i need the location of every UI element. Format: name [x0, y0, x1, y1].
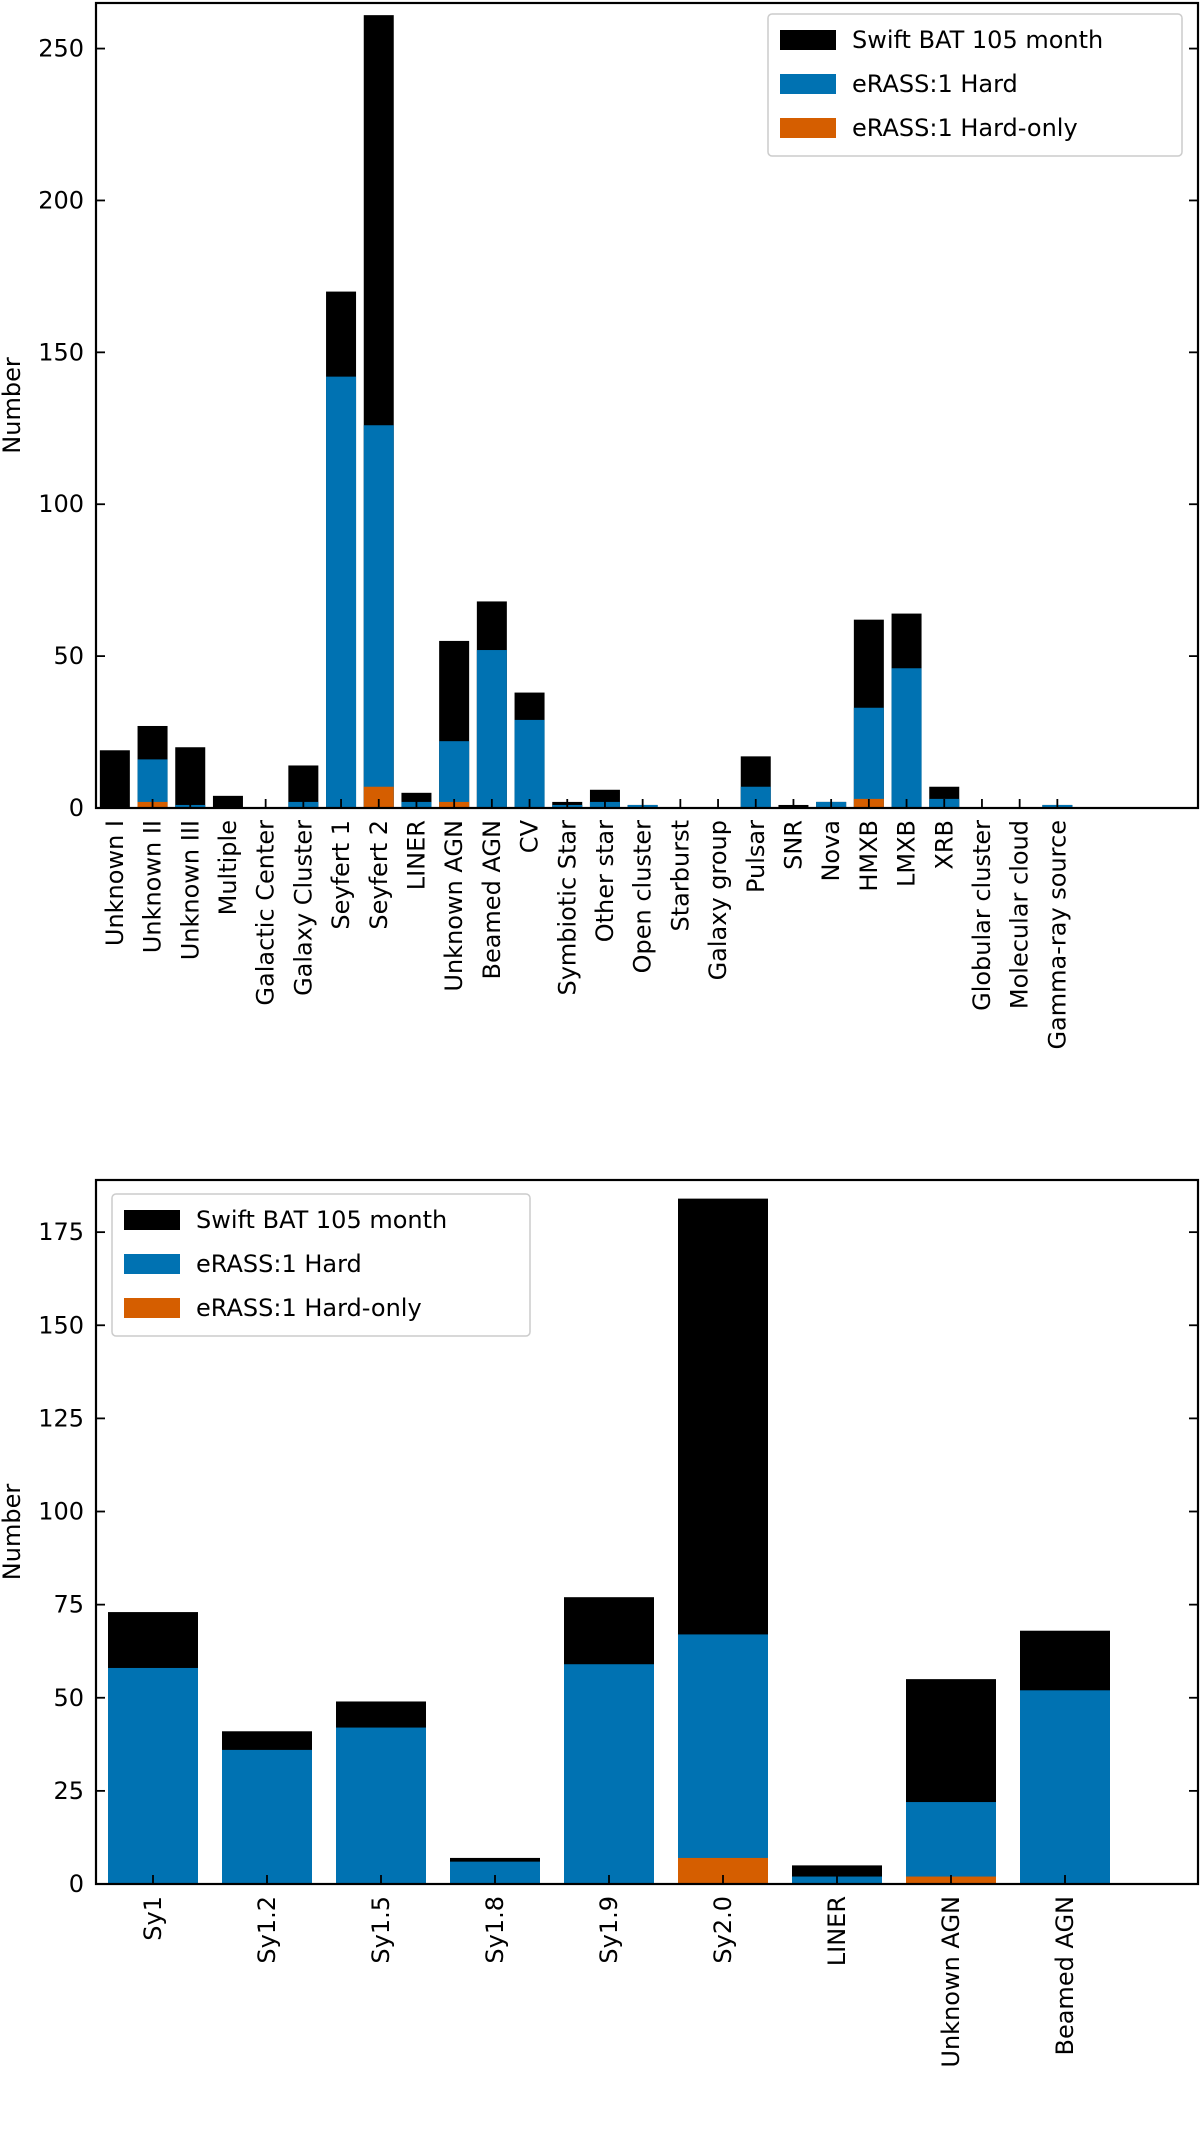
top-bar-erass-1-hard-20 [853, 707, 884, 808]
top-xtick-label-2: Unknown III [176, 820, 204, 960]
top-xtick-label-22: XRB [930, 820, 958, 870]
bottom-ytick-label-4: 100 [38, 1498, 84, 1526]
bottom-ylabel: Number [0, 1484, 26, 1581]
top-xtick-label-20: HMXB [855, 820, 883, 892]
top-xtick-label-16: Galaxy group [704, 820, 732, 980]
bottom-legend-swatch-0 [124, 1210, 180, 1230]
top-bar-erass-1-hard-17 [740, 786, 771, 808]
bottom-legend-label-1: eRASS:1 Hard [196, 1250, 362, 1278]
bottom-bar-erass-1-hard-7 [906, 1802, 996, 1884]
top-legend-swatch-0 [780, 30, 836, 50]
top-ytick-label-5: 250 [38, 35, 84, 63]
bottom-plot-frame [94, 1178, 1200, 1886]
top-bar-erass-1-hard-21 [891, 668, 922, 808]
top-xtick-label-9: Unknown AGN [440, 820, 468, 992]
top-ytick-label-4: 200 [38, 186, 84, 214]
bottom-ytick-label-5: 125 [38, 1404, 84, 1432]
top-legend-label-1: eRASS:1 Hard [852, 70, 1018, 98]
bottom-legend-swatch-2 [124, 1298, 180, 1318]
bottom-ytick-label-7: 175 [38, 1218, 84, 1246]
chart-object-types: 0 50 100 150 200 250 Number Unknown I Unknown II… [0, 1, 1200, 1050]
bottom-legend [111, 1193, 531, 1337]
top-xtick-label-23: Globular cluster [968, 820, 996, 1011]
top-xtick-label-18: SNR [779, 820, 807, 870]
top-legend-swatch-2 [780, 118, 836, 138]
top-xtick-label-3: Multiple [214, 820, 242, 915]
bottom-bar-erass-1-hard-5 [678, 1634, 768, 1884]
bottom-xtick-label-3: Sy1.8 [481, 1896, 509, 1964]
top-bar-erass-1-hard-9 [439, 741, 470, 808]
chart-agn-subtypes: 0 25 50 75 100 125 150 175 Number Sy1 Sy1.2 Sy1.5 Sy… [0, 1178, 1200, 2068]
top-xtick-label-21: LMXB [893, 820, 921, 887]
top-legend [767, 13, 1183, 157]
top-bar-erass-1-hard-10 [476, 650, 507, 808]
bottom-xtick-label-2: Sy1.5 [367, 1896, 395, 1964]
top-plot-frame [94, 1, 1200, 810]
bottom-legend-label-2: eRASS:1 Hard-only [196, 1294, 422, 1322]
top-legend-label-2: eRASS:1 Hard-only [852, 114, 1078, 142]
bottom-xtick-label-7: Unknown AGN [937, 1896, 965, 2068]
bottom-bar-erass-1-hard-1 [222, 1749, 312, 1884]
top-xtick-label-17: Pulsar [742, 820, 770, 893]
bottom-xtick-label-0: Sy1 [139, 1896, 167, 1941]
top-xtick-label-5: Galaxy Cluster [289, 820, 317, 996]
top-xtick-label-15: Starburst [666, 820, 694, 931]
top-legend-swatch-1 [780, 74, 836, 94]
bottom-bar-erass-1-hard-3 [450, 1861, 540, 1884]
top-xtick-label-10: Beamed AGN [478, 820, 506, 980]
top-xtick-label-13: Other star [591, 820, 619, 942]
top-ytick-label-0: 0 [69, 794, 84, 822]
bottom-bar-erass-1-hard-4 [564, 1664, 654, 1884]
top-ytick-label-2: 100 [38, 490, 84, 518]
top-xtick-label-14: Open cluster [629, 820, 657, 973]
top-xtick-label-4: Galactic Center [252, 820, 280, 1006]
top-xtick-label-19: Nova [817, 820, 845, 882]
bottom-bar-erass-1-hard-8 [1020, 1690, 1110, 1884]
top-xtick-label-12: Symbiotic Star [553, 820, 581, 996]
bottom-xtick-label-6: LINER [823, 1896, 851, 1966]
bottom-ytick-label-1: 25 [53, 1777, 84, 1805]
top-bar-erass-1-hard-11 [514, 719, 545, 808]
top-xtick-label-8: LINER [402, 820, 430, 890]
top-xtick-label-0: Unknown I [101, 820, 129, 946]
bottom-ytick-label-6: 150 [38, 1311, 84, 1339]
bottom-xtick-label-1: Sy1.2 [253, 1896, 281, 1964]
bottom-legend-label-0: Swift BAT 105 month [196, 1206, 447, 1234]
top-ylabel: Number [0, 357, 26, 454]
bottom-xtick-label-4: Sy1.9 [595, 1896, 623, 1964]
top-xtick-label-24: Molecular cloud [1006, 820, 1034, 1009]
top-xtick-label-1: Unknown II [139, 820, 167, 953]
top-xtick-label-7: Seyfert 2 [365, 820, 393, 930]
top-bar-erass-1-hard-6 [326, 376, 357, 808]
top-bar-swift-bat-105-month-0 [99, 750, 130, 808]
top-bar-erass-1-hard-only-7 [363, 786, 394, 808]
top-xtick-label-25: Gamma-ray source [1043, 820, 1071, 1050]
bottom-bar-erass-1-hard-2 [336, 1727, 426, 1884]
bottom-ytick-label-2: 50 [53, 1684, 84, 1712]
bottom-xtick-label-8: Beamed AGN [1051, 1896, 1079, 2056]
top-xtick-label-11: CV [516, 819, 544, 853]
bottom-legend-swatch-1 [124, 1254, 180, 1274]
top-xtick-label-6: Seyfert 1 [327, 820, 355, 930]
top-ytick-label-1: 50 [53, 642, 84, 670]
bottom-ytick-label-0: 0 [69, 1870, 84, 1898]
bottom-bar-erass-1-hard-0 [108, 1667, 198, 1884]
top-legend-label-0: Swift BAT 105 month [852, 26, 1103, 54]
top-ytick-label-3: 150 [38, 338, 84, 366]
bottom-ytick-label-3: 75 [53, 1591, 84, 1619]
top-bar-erass-1-hard-7 [363, 425, 394, 808]
top-bar-swift-bat-105-month-2 [175, 747, 206, 808]
bottom-xtick-label-5: Sy2.0 [709, 1896, 737, 1964]
